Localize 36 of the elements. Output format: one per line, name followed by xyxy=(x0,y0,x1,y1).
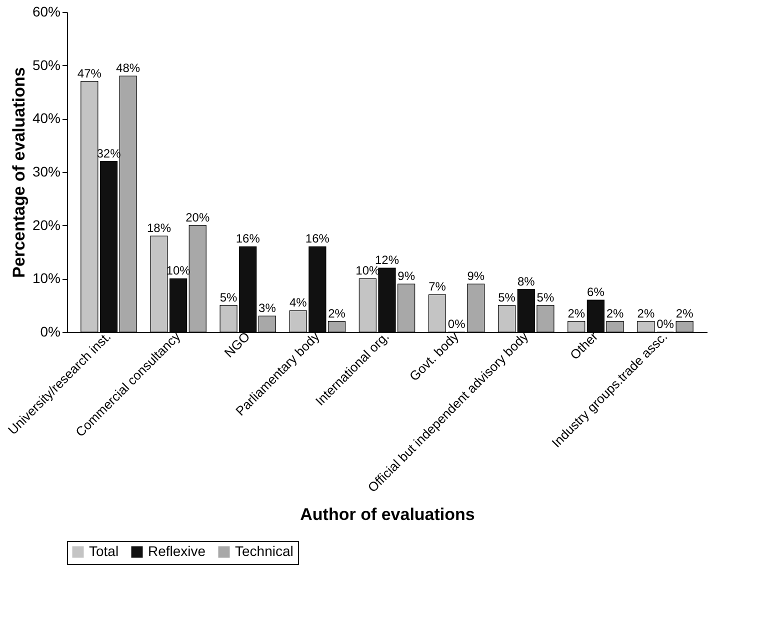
data-label: 5% xyxy=(498,290,516,304)
data-label: 6% xyxy=(587,285,605,299)
data-label: 9% xyxy=(467,269,485,283)
data-label: 8% xyxy=(517,274,536,288)
data-label: 2% xyxy=(328,306,346,320)
data-label: 4% xyxy=(289,296,308,310)
data-label: 0% xyxy=(448,317,466,331)
data-label: 16% xyxy=(236,232,260,246)
data-label: 5% xyxy=(536,290,554,304)
x-axis-title: Author of evaluations xyxy=(300,505,475,524)
data-label: 3% xyxy=(258,301,276,315)
data-label: 47% xyxy=(77,66,102,80)
data-label: 5% xyxy=(220,290,238,304)
data-label: 48% xyxy=(116,61,140,75)
y-tick-label: 60% xyxy=(32,4,60,20)
data-label: 18% xyxy=(146,221,172,235)
legend-label: Reflexive xyxy=(148,543,206,559)
data-label: 2% xyxy=(676,306,694,320)
y-tick-label: 30% xyxy=(32,164,60,180)
legend-label: Total xyxy=(89,543,119,559)
data-label: 12% xyxy=(374,253,400,267)
data-label: 9% xyxy=(398,269,416,283)
y-axis-title: Percentage of evaluations xyxy=(9,67,28,278)
data-label: 16% xyxy=(305,232,330,246)
data-label: 2% xyxy=(568,306,586,320)
y-tick-label: 50% xyxy=(32,56,60,73)
data-label: 20% xyxy=(186,210,210,224)
data-label: 7% xyxy=(428,280,446,294)
data-label: 0% xyxy=(656,317,674,331)
legend-label: Technical xyxy=(235,543,294,559)
y-tick-label: 0% xyxy=(40,324,60,340)
y-tick-label: 40% xyxy=(32,110,60,126)
data-label: 2% xyxy=(606,306,624,320)
y-tick-label: 20% xyxy=(32,216,60,233)
data-label: 2% xyxy=(637,306,655,320)
y-tick-label: 10% xyxy=(32,270,60,286)
